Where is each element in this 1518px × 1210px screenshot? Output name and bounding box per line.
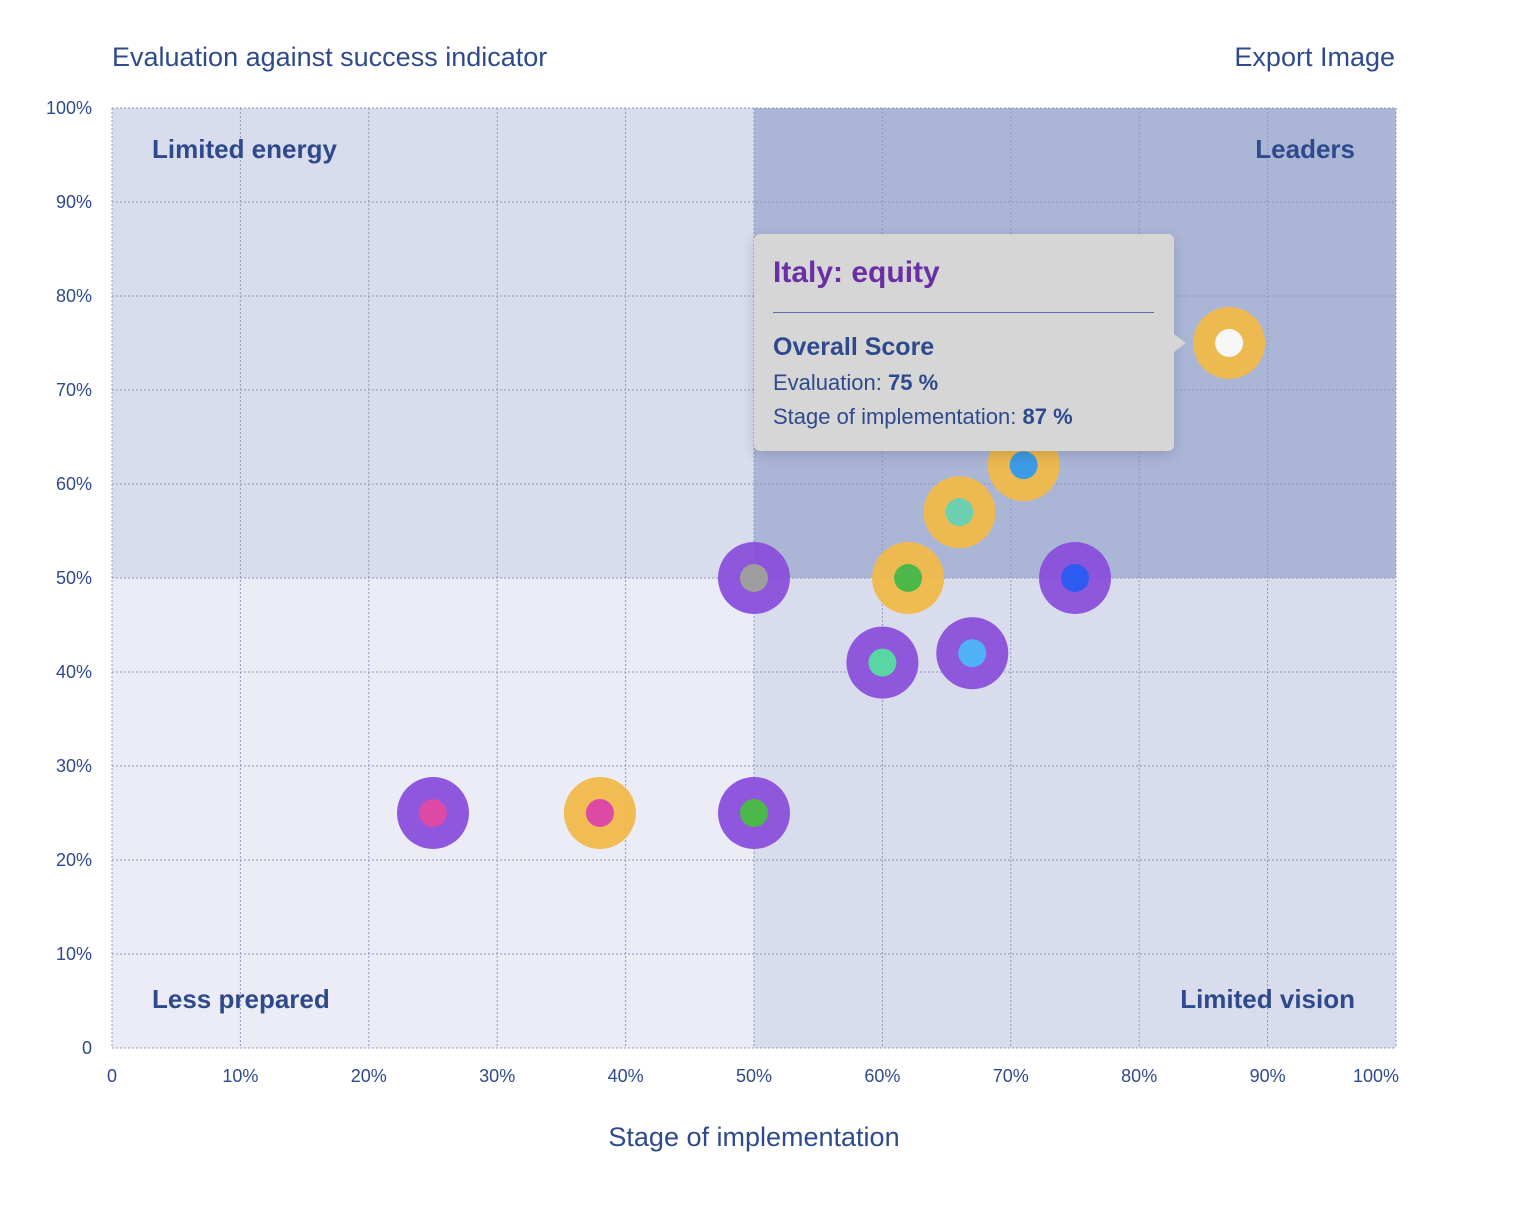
tooltip-stage-value: 87 %	[1022, 404, 1073, 429]
y-tick-label: 0	[82, 1038, 92, 1058]
quadrant-label-limited-energy: Limited energy	[152, 134, 337, 164]
quadrant-limited-energy	[112, 108, 754, 578]
y-tick-label: 90%	[56, 192, 92, 212]
data-point-dot[interactable]	[958, 639, 987, 668]
data-point[interactable]	[846, 626, 919, 699]
data-point-dot[interactable]	[894, 564, 923, 592]
quadrant-label-less-prepared: Less prepared	[152, 984, 330, 1014]
tooltip-title: Italy: equity	[773, 256, 940, 289]
x-axis-title: Stage of implementation	[608, 1122, 900, 1152]
data-point-dot[interactable]	[740, 799, 768, 827]
chart-title: Evaluation against success indicator	[112, 42, 548, 72]
data-point-dot[interactable]	[585, 799, 614, 827]
x-tick-label: 10%	[222, 1066, 258, 1086]
data-point-dot[interactable]	[1009, 451, 1038, 480]
data-point[interactable]	[563, 777, 636, 849]
data-point[interactable]	[923, 476, 996, 549]
x-tick-label: 90%	[1250, 1066, 1286, 1086]
data-point[interactable]	[397, 777, 469, 849]
export-image-button[interactable]: Export Image	[1234, 42, 1395, 72]
y-tick-label: 100%	[46, 98, 92, 118]
y-tick-label: 10%	[56, 944, 92, 964]
x-tick-label: 50%	[736, 1066, 772, 1086]
data-point-dot[interactable]	[1061, 564, 1089, 592]
data-point[interactable]	[936, 617, 1009, 690]
tooltip: Italy: equity Overall Score Evaluation: …	[754, 234, 1186, 451]
tooltip-evaluation-label: Evaluation:	[773, 370, 882, 395]
data-point-dot[interactable]	[945, 498, 974, 527]
y-tick-label: 40%	[56, 662, 92, 682]
y-tick-label: 20%	[56, 850, 92, 870]
tooltip-stage-row: Stage of implementation: 87 %	[773, 404, 1154, 430]
x-tick-label: 0	[107, 1066, 117, 1086]
data-point[interactable]	[718, 777, 790, 849]
x-tick-label: 100%	[1353, 1066, 1399, 1086]
data-point-dot[interactable]	[1215, 329, 1244, 357]
data-point-dot[interactable]	[740, 564, 768, 592]
y-tick-label: 70%	[56, 380, 92, 400]
data-point[interactable]	[1039, 542, 1111, 614]
data-point[interactable]	[718, 542, 790, 614]
tooltip-evaluation-row: Evaluation: 75 %	[773, 370, 1154, 396]
y-tick-label: 50%	[56, 568, 92, 588]
y-tick-label: 60%	[56, 474, 92, 494]
quadrant-label-limited-vision: Limited vision	[1180, 984, 1355, 1014]
tooltip-heading: Overall Score	[773, 333, 935, 361]
data-point[interactable]	[1193, 307, 1266, 379]
data-point[interactable]	[872, 542, 945, 614]
x-tick-label: 30%	[479, 1066, 515, 1086]
y-tick-label: 80%	[56, 286, 92, 306]
tooltip-evaluation-value: 75 %	[887, 370, 939, 395]
data-point-dot[interactable]	[868, 648, 897, 677]
tooltip-stage-label: Stage of implementation:	[773, 404, 1017, 429]
x-tick-label: 20%	[351, 1066, 387, 1086]
quadrant-label-leaders: Leaders	[1255, 134, 1355, 164]
x-tick-label: 70%	[993, 1066, 1029, 1086]
x-tick-label: 80%	[1121, 1066, 1157, 1086]
tooltip-divider	[773, 312, 1154, 313]
x-tick-label: 40%	[608, 1066, 644, 1086]
y-tick-label: 30%	[56, 756, 92, 776]
x-tick-label: 60%	[864, 1066, 900, 1086]
data-point-dot[interactable]	[419, 799, 447, 827]
